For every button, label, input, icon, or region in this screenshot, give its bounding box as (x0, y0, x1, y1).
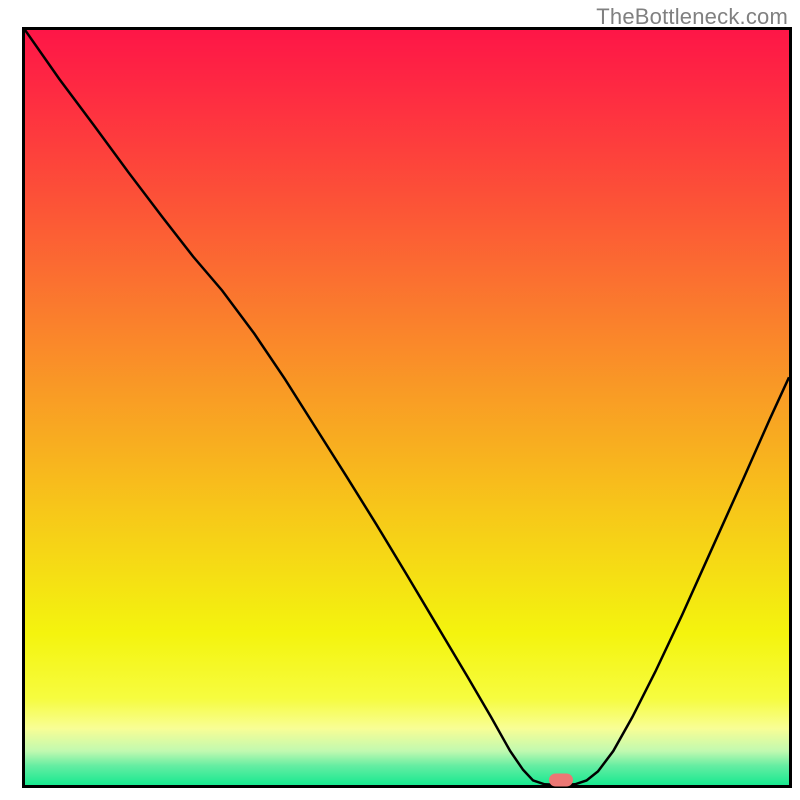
optimal-marker (549, 773, 573, 786)
bottleneck-chart (0, 0, 800, 800)
gradient-background (25, 30, 789, 785)
watermark: TheBottleneck.com (596, 4, 788, 30)
chart-container: { "watermark": { "text": "TheBottleneck.… (0, 0, 800, 800)
